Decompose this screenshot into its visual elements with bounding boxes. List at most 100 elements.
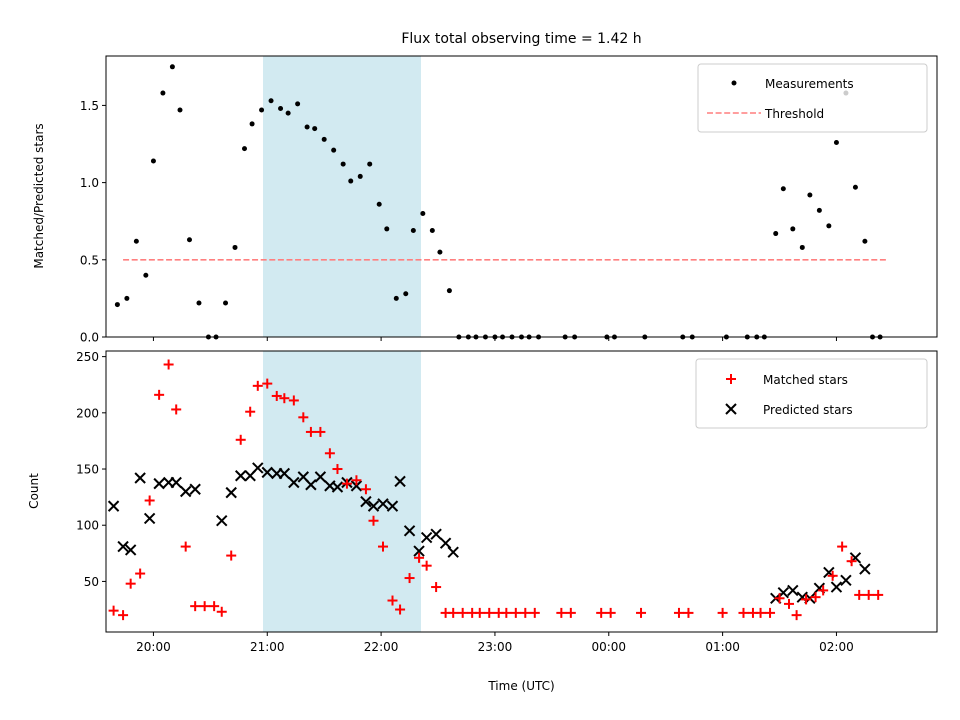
matched-star-point [235,434,246,445]
matched-star-point [414,552,425,563]
matched-star-point [738,607,749,618]
count-plot-frame [105,350,938,633]
ratio-y-tick-label: 1.0 [80,176,99,190]
predicted-star-point [377,498,389,510]
predicted-star-point [403,525,416,537]
matched-star-point [262,378,273,389]
measurement-point [393,295,399,301]
count-x-tick-label: 21:00 [250,640,285,654]
matched-star-point [245,406,256,417]
matched-star-point [216,606,227,617]
predicted-star-point [261,466,273,479]
matched-star-point [765,607,776,618]
matched-star-point [351,475,362,486]
matched-star-point [209,601,220,612]
matched-star-point [360,484,371,495]
predicted-star-point [420,531,433,544]
ratio-plot-frame [105,55,938,338]
matched-star-point [784,598,795,609]
count-x-axis-label: Time (UTC) [487,679,554,693]
matched-star-point [636,607,647,618]
measurement-point [410,227,416,233]
measurement-point [304,124,310,130]
measurement-point [429,227,435,233]
measurement-point [259,107,265,113]
matched-star-point [154,389,165,400]
ratio-x-ticks [152,337,837,341]
measurement-point [268,98,274,104]
predicted-star-point [234,470,247,482]
predicted-star-point [278,467,291,480]
matched-star-point [484,607,495,618]
matched-star-point [279,393,290,404]
measurement-point [321,136,327,142]
matched-star-point [298,412,309,423]
count-x-tick-label: 00:00 [591,640,626,654]
legend-matched-marker [726,374,736,384]
matched-star-point [125,578,136,589]
measurement-point [357,173,363,179]
matched-star-point [529,607,540,618]
measurement-point [232,244,238,250]
matched-star-point [873,589,884,600]
ratio-y-axis-label: Matched/Predicted stars [32,123,46,268]
count-x-tick-label: 23:00 [478,640,513,654]
predicted-star-point [134,472,146,484]
measurement-point [177,107,183,113]
predicted-star-point [367,500,380,512]
matched-star-point [226,550,237,561]
measurement-point [285,110,291,116]
measurement-point [278,105,284,111]
matched-star-point [510,607,521,618]
matched-star-point [846,556,857,567]
predicted-star-point [252,462,264,474]
measurement-point [340,161,346,167]
predicted-star-point [430,528,442,540]
predicted-star-point [124,544,137,556]
predicted-star-point [153,477,165,490]
measurement-point [249,121,255,127]
legend-predicted-label: Predicted stars [763,403,853,417]
measurement-point [143,272,149,278]
matched-star-point [837,541,848,552]
measurement-point [384,226,390,232]
measurement-point [242,146,247,152]
count-legend: Matched stars Predicted stars [695,358,928,429]
measurement-point [780,186,786,192]
ratio-y-tick-label: 1.5 [80,99,99,113]
count-panel: 50 100 150 200 250 20:00 21:00 22:00 23:00 00:00… [27,350,938,693]
matched-star-point [108,605,119,616]
measurement-point [790,226,796,232]
measurement-point [331,147,337,153]
matched-star-point [404,573,415,584]
measurement-point [186,237,192,243]
predicted-star-point [830,581,843,593]
legend-measurements-label: Measurements [765,77,854,91]
measurement-point [295,101,301,107]
measurement-point [420,210,426,216]
matched-star-point [324,448,335,459]
matched-star-point [683,607,694,618]
measurement-point [403,291,409,297]
count-y-tick-label: 150 [76,463,99,477]
matched-star-point [854,589,865,600]
matched-star-point [474,607,485,618]
count-x-tick-label: 01:00 [705,640,740,654]
matched-star-point [144,495,155,506]
measurement-point [807,192,813,198]
matched-star-point [810,592,821,603]
matched-star-point [135,568,146,579]
matched-star-point [556,607,567,618]
matched-star-point [199,601,210,612]
measurement-point [150,158,156,164]
measurement-point [133,238,139,244]
matched-star-point [421,560,432,571]
ratio-y-tick-label: 0.0 [80,331,99,345]
matched-star-point [395,604,406,615]
matched-star-point [791,610,802,621]
matched-star-point [520,607,531,618]
matched-star-point [801,594,812,605]
matched-star-point [596,607,607,618]
matched-star-point [565,607,576,618]
predicted-star-point [394,475,406,488]
